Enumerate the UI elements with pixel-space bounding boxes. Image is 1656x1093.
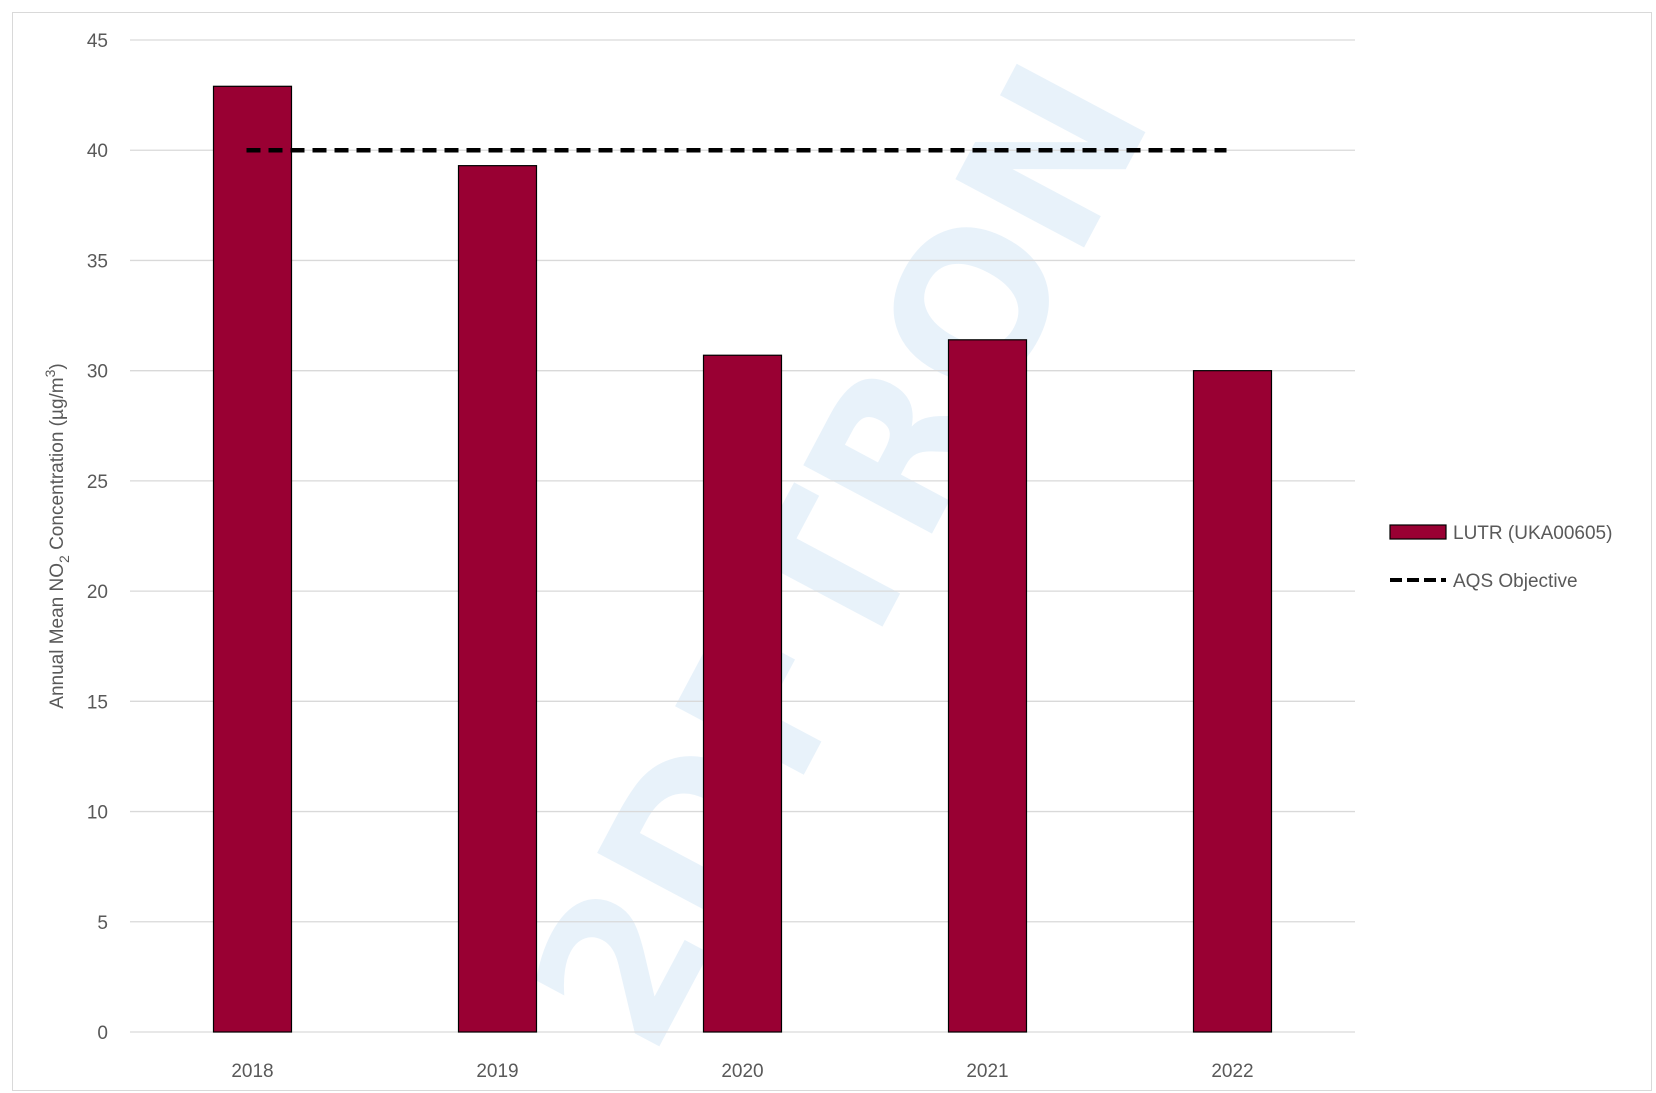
x-tick-label: 2021 — [966, 1061, 1008, 1082]
legend-swatch-lutr — [1389, 524, 1447, 540]
bar-2021 — [947, 339, 1028, 1033]
watermark-text: 2DFTRON — [489, 29, 1197, 1083]
y-tick-label: 10 — [87, 803, 108, 824]
y-axis-ticks: 0 5 10 15 20 25 30 35 40 45 — [87, 31, 108, 1044]
y-axis-label: Annual Mean NO2 Concentration (µg/m3) — [42, 363, 72, 708]
bar-2018 — [212, 85, 293, 1033]
legend: LUTR (UKA00605) AQS Objective — [1389, 523, 1612, 592]
bar-series — [212, 85, 1273, 1033]
y-tick-label: 20 — [87, 582, 108, 603]
y-tick-label: 5 — [97, 913, 108, 934]
y-tick-label: 35 — [87, 251, 108, 272]
legend-label-lutr: LUTR (UKA00605) — [1453, 523, 1612, 544]
y-tick-label: 0 — [97, 1023, 108, 1044]
legend-label-aqs: AQS Objective — [1453, 571, 1578, 592]
y-axis-label-layer: Annual Mean NO2 Concentration (µg/m3) — [42, 363, 72, 708]
x-axis-ticks: 2018 2019 2020 2021 2022 — [231, 1061, 1253, 1082]
chart-frame — [12, 12, 1652, 1091]
x-tick-label: 2018 — [231, 1061, 273, 1082]
y-tick-label: 45 — [87, 31, 108, 52]
x-tick-label: 2020 — [721, 1061, 763, 1082]
y-tick-label: 40 — [87, 141, 108, 162]
y-tick-label: 30 — [87, 362, 108, 383]
bar-2019 — [457, 165, 538, 1033]
x-tick-label: 2019 — [476, 1061, 518, 1082]
bar-2022 — [1192, 370, 1273, 1033]
x-tick-label: 2022 — [1211, 1061, 1253, 1082]
y-tick-label: 15 — [87, 692, 108, 713]
watermark-layer: 2DFTRON — [489, 29, 1197, 1083]
bar-2020 — [702, 354, 783, 1033]
y-tick-label: 25 — [87, 472, 108, 493]
